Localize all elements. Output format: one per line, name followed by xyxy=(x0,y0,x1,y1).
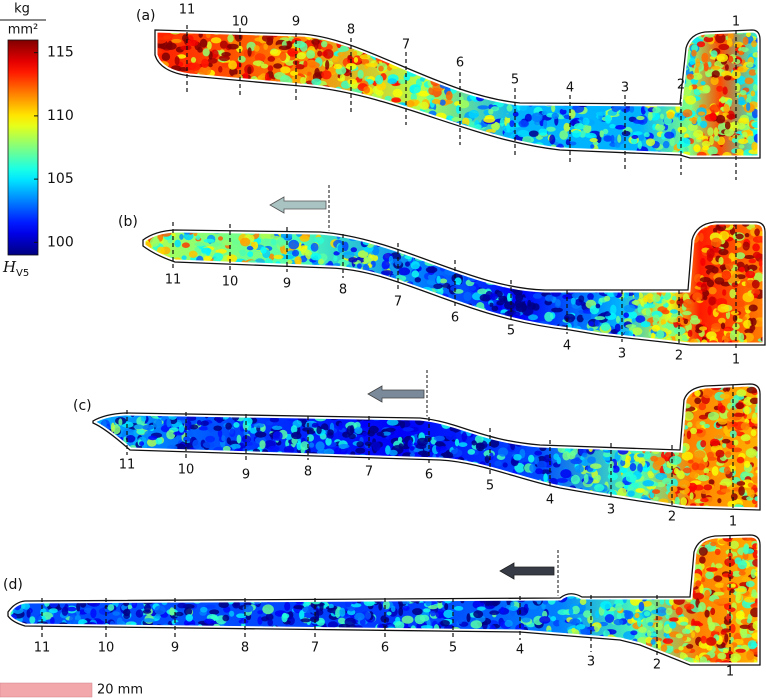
symbol: H xyxy=(2,258,17,276)
outline xyxy=(142,221,766,346)
panel-label: (d) xyxy=(3,577,23,593)
colorbar xyxy=(7,39,39,256)
section-label: 10 xyxy=(178,463,195,478)
hardness-map xyxy=(93,384,760,510)
section-label: 6 xyxy=(381,641,389,656)
panel-label: (b) xyxy=(118,214,138,230)
section-label: 8 xyxy=(304,465,312,480)
section-label: 2 xyxy=(668,510,676,525)
outline xyxy=(154,29,761,159)
section-label: 4 xyxy=(566,81,574,96)
arrow-b xyxy=(269,185,330,234)
section-label: 9 xyxy=(171,641,179,656)
section-label: 8 xyxy=(241,641,249,656)
panel-label: (a) xyxy=(136,8,156,24)
scale-bar-label: 20 mm xyxy=(97,683,143,698)
section-label: 11 xyxy=(179,3,196,18)
section-label: 7 xyxy=(365,465,373,480)
section-label: 8 xyxy=(347,23,355,38)
section-label: 10 xyxy=(232,15,249,30)
section-label: 9 xyxy=(292,15,300,30)
arrow-d xyxy=(499,550,559,600)
section-label: 4 xyxy=(563,339,571,354)
section-label: 3 xyxy=(621,81,629,96)
section-label: 11 xyxy=(119,458,136,473)
section-label: 7 xyxy=(311,641,319,656)
section-label: 8 xyxy=(339,283,347,298)
section-label: 9 xyxy=(283,277,291,292)
section-label: 6 xyxy=(456,56,464,71)
section-label: 4 xyxy=(516,643,524,658)
outline xyxy=(92,383,761,511)
section-label: 3 xyxy=(618,347,626,362)
colorbar-tick-label: 100 xyxy=(47,234,74,250)
scale-bar xyxy=(0,682,93,698)
section-label: 3 xyxy=(607,503,615,518)
section-label: 2 xyxy=(653,658,661,673)
colorbar-tick-label: 105 xyxy=(47,171,74,187)
section-label: 5 xyxy=(507,324,515,339)
unit-denominator: mm² xyxy=(8,23,39,38)
hardness-map xyxy=(155,30,760,158)
panel: (c) 11 10 9 8 7 6 5 4 3 2 1 xyxy=(73,381,763,530)
section-label: 6 xyxy=(451,311,459,326)
section-label: 1 xyxy=(732,353,740,368)
outline xyxy=(7,534,761,666)
section-label: 5 xyxy=(511,73,519,88)
section-label: 10 xyxy=(98,641,115,656)
panel: (a) 11 10 9 8 7 6 5 4 3 2 1 xyxy=(136,3,763,180)
panel: (d) 11 10 9 8 7 6 5 4 3 2 1 xyxy=(3,532,763,680)
colorbar-tick-label: 115 xyxy=(47,45,74,61)
section-label: 1 xyxy=(732,15,740,30)
panel: (b) 11 10 9 8 7 6 5 4 3 2 1 xyxy=(118,214,766,368)
section-label: 9 xyxy=(242,468,250,483)
colorbar-tick-label: 110 xyxy=(47,108,74,124)
section-label: 10 xyxy=(222,275,239,290)
section-label: 11 xyxy=(165,273,182,288)
arrow-c xyxy=(367,370,428,420)
section-label: 7 xyxy=(394,295,402,310)
section-label: 2 xyxy=(675,349,683,364)
section-label: 2 xyxy=(677,78,685,93)
unit-numerator: kg xyxy=(14,2,30,17)
section-label: 4 xyxy=(546,493,554,508)
section-label: 1 xyxy=(729,515,737,530)
section-label: 6 xyxy=(425,468,433,483)
symbol-subscript: V5 xyxy=(16,268,29,279)
section-label: 1 xyxy=(726,665,734,680)
section-label: 5 xyxy=(449,641,457,656)
section-label: 7 xyxy=(402,38,410,53)
section-label: 5 xyxy=(486,479,494,494)
section-label: 11 xyxy=(34,641,51,656)
panel-label: (c) xyxy=(73,398,92,414)
section-label: 3 xyxy=(587,655,595,670)
